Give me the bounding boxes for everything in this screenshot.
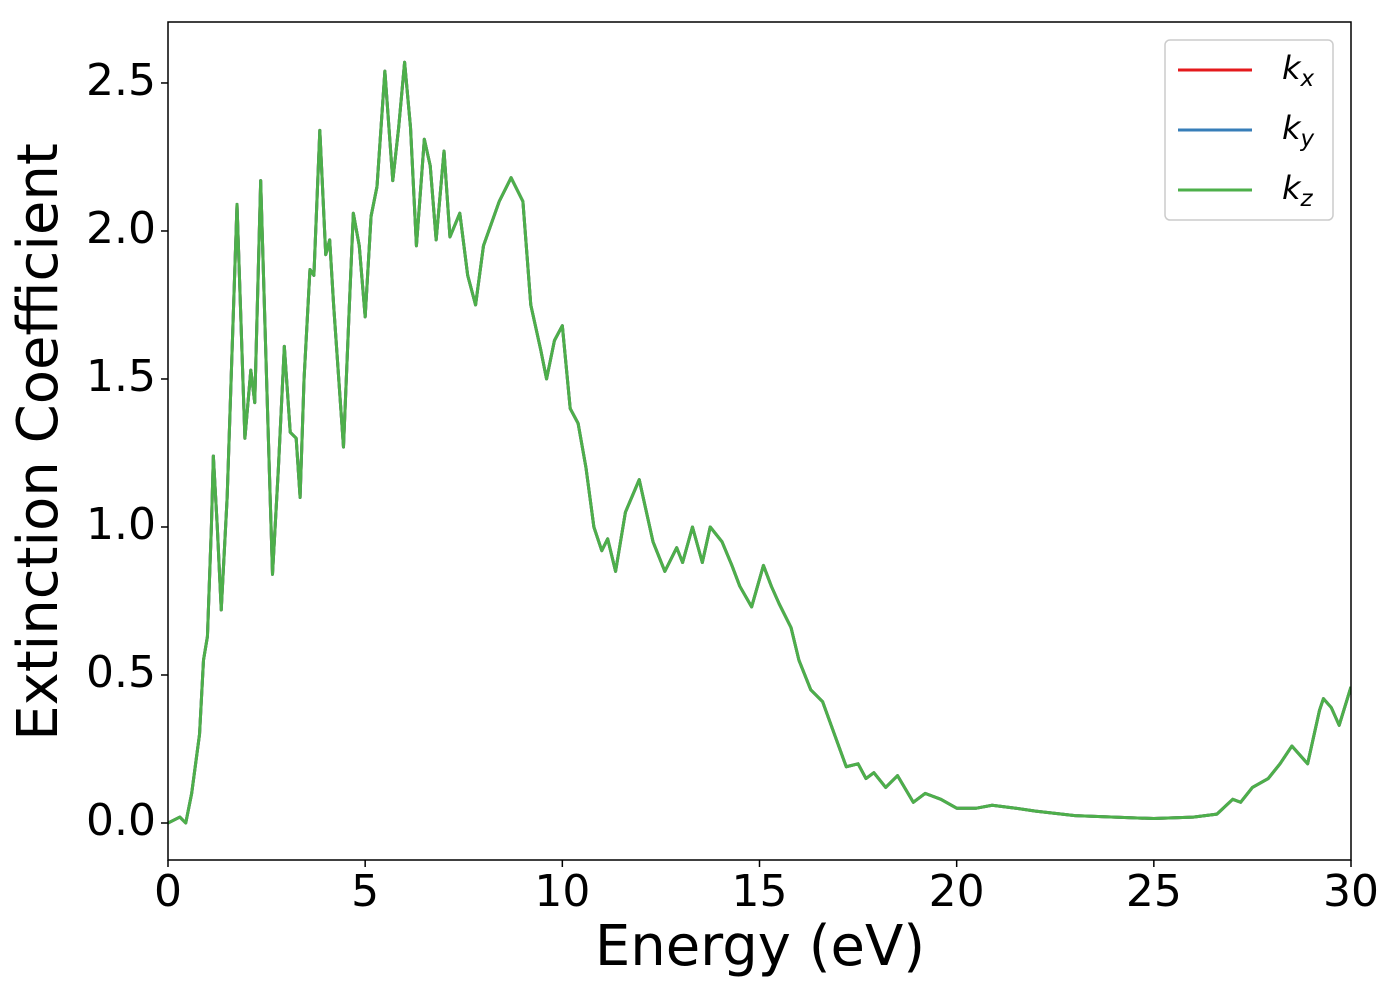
x-tick-label: 0 [154, 866, 182, 917]
x-tick-label: 20 [929, 866, 985, 917]
legend-label-main: k [1282, 49, 1302, 87]
legend-label-sub: x [1300, 66, 1315, 92]
y-tick-label: 2.0 [86, 203, 156, 254]
x-tick-label: 5 [351, 866, 379, 917]
y-tick-label: 0.0 [86, 795, 156, 846]
legend-label: ky [1282, 109, 1315, 152]
plot-frame [167, 21, 1352, 861]
x-axis-label: Energy (eV) [595, 914, 925, 979]
y-tick-label: 0.5 [86, 647, 156, 698]
x-tick-label: 25 [1126, 866, 1182, 917]
x-tick-label: 30 [1323, 866, 1379, 917]
legend-label-sub: z [1300, 186, 1314, 212]
legend-label: kx [1282, 49, 1315, 92]
x-tick-label: 15 [732, 866, 788, 917]
y-tick-label: 1.5 [86, 351, 156, 402]
x-tick-label: 10 [534, 866, 590, 917]
legend-label: kz [1282, 169, 1314, 212]
y-axis-label: Extinction Coefficient [6, 143, 71, 741]
legend-label-main: k [1282, 169, 1302, 207]
y-tick-label: 1.0 [86, 499, 156, 550]
line-series [168, 60, 1351, 825]
y-tick-label: 2.5 [86, 55, 156, 106]
legend-label-sub: y [1300, 126, 1315, 152]
legend-label-main: k [1282, 109, 1302, 147]
